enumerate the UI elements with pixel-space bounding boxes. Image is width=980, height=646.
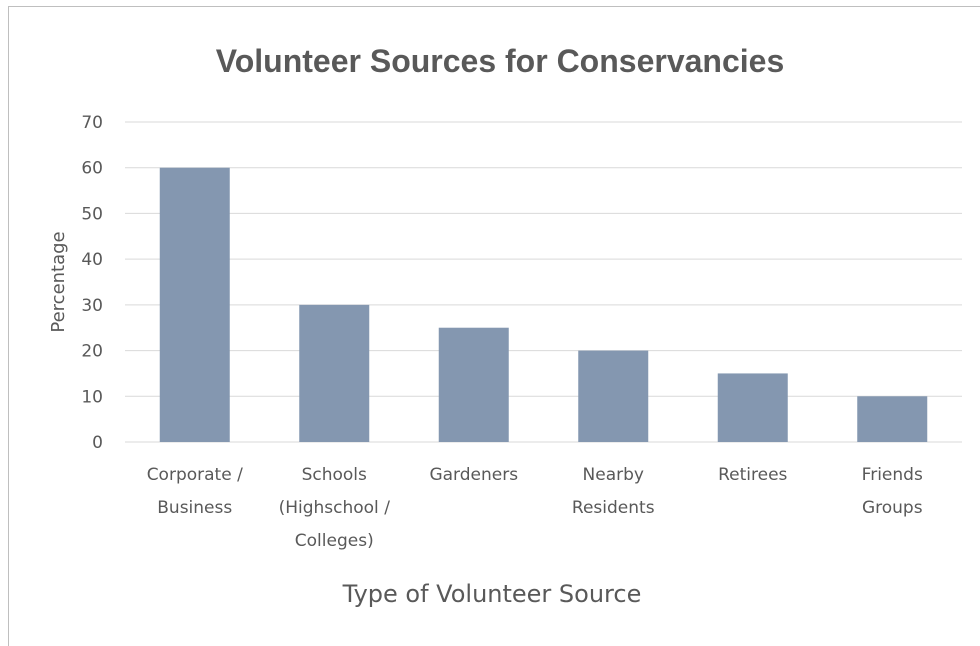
x-category-label-line: Residents — [572, 498, 655, 518]
x-category-label-line: Corporate / — [147, 465, 243, 485]
y-tick-label: 0 — [92, 433, 103, 453]
x-category-label: Friends Groups — [862, 465, 923, 518]
x-category-label-line: Business — [157, 498, 232, 518]
x-category-label-line: Schools — [302, 465, 367, 485]
x-category-label: Nearby Residents — [572, 465, 655, 518]
bar — [857, 396, 928, 442]
x-category-label-line: Retirees — [718, 465, 787, 485]
x-category-label-line: Groups — [862, 498, 923, 518]
y-tick-label: 70 — [81, 113, 103, 133]
x-category-label: Retirees — [718, 465, 787, 485]
bar — [159, 167, 230, 442]
x-category-label: Schools (Highschool / Colleges) — [279, 465, 391, 551]
chart-title: Volunteer Sources for Conservancies — [216, 43, 784, 79]
bar — [299, 304, 370, 442]
x-category-label-line: Nearby — [583, 465, 644, 485]
y-axis-ticks: 0 10 20 30 40 50 60 70 — [81, 113, 103, 453]
y-tick-label: 60 — [81, 159, 103, 179]
bar — [578, 350, 649, 442]
y-tick-label: 30 — [81, 296, 103, 316]
gridlines — [125, 121, 962, 443]
y-tick-label: 10 — [81, 387, 103, 407]
bar — [717, 373, 788, 442]
y-axis-title: Percentage — [48, 231, 69, 332]
x-category-label: Gardeners — [429, 465, 518, 485]
y-tick-label: 50 — [81, 204, 103, 224]
x-category-label: Corporate / Business — [147, 465, 243, 518]
x-axis-title: Type of Volunteer Source — [342, 580, 642, 608]
y-tick-label: 20 — [81, 342, 103, 362]
bar — [438, 327, 509, 442]
x-category-label-line: Friends — [862, 465, 923, 485]
x-category-label-line: Colleges) — [295, 531, 374, 551]
x-category-label-line: Gardeners — [429, 465, 518, 485]
x-axis-categories: Corporate / Business Schools (Highschool / C… — [147, 465, 923, 551]
bars — [159, 167, 928, 442]
y-tick-label: 40 — [81, 250, 103, 270]
x-category-label-line: (Highschool / — [279, 498, 391, 518]
